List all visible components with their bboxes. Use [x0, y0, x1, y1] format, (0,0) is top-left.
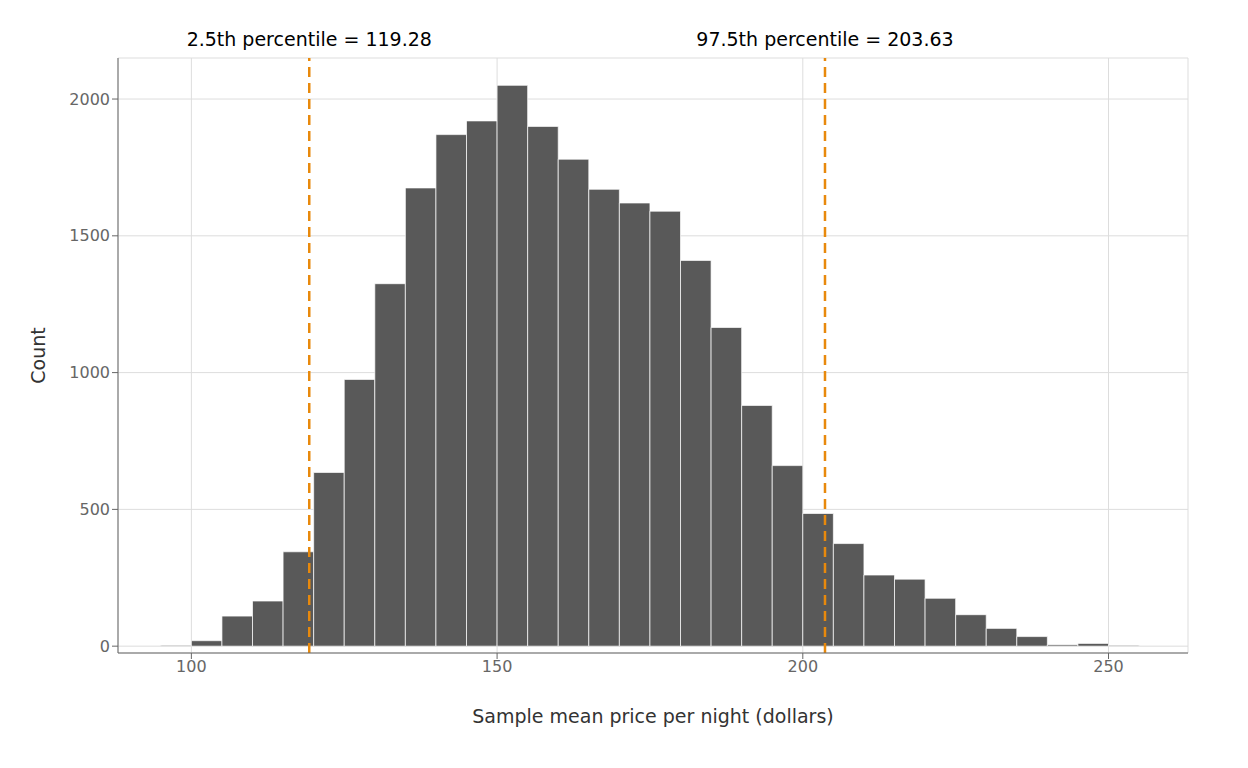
svg-text:2000: 2000 — [69, 90, 110, 109]
svg-text:200: 200 — [788, 657, 819, 676]
svg-text:2.5th percentile = 119.28: 2.5th percentile = 119.28 — [187, 28, 432, 50]
svg-text:0: 0 — [100, 637, 110, 656]
svg-text:100: 100 — [176, 657, 207, 676]
svg-text:500: 500 — [79, 500, 110, 519]
svg-text:Count: Count — [27, 327, 49, 383]
svg-text:1000: 1000 — [69, 363, 110, 382]
svg-text:150: 150 — [482, 657, 513, 676]
svg-text:250: 250 — [1093, 657, 1124, 676]
svg-text:1500: 1500 — [69, 226, 110, 245]
svg-text:97.5th percentile = 203.63: 97.5th percentile = 203.63 — [696, 28, 953, 50]
svg-text:Sample mean price per night (d: Sample mean price per night (dollars) — [472, 705, 833, 727]
